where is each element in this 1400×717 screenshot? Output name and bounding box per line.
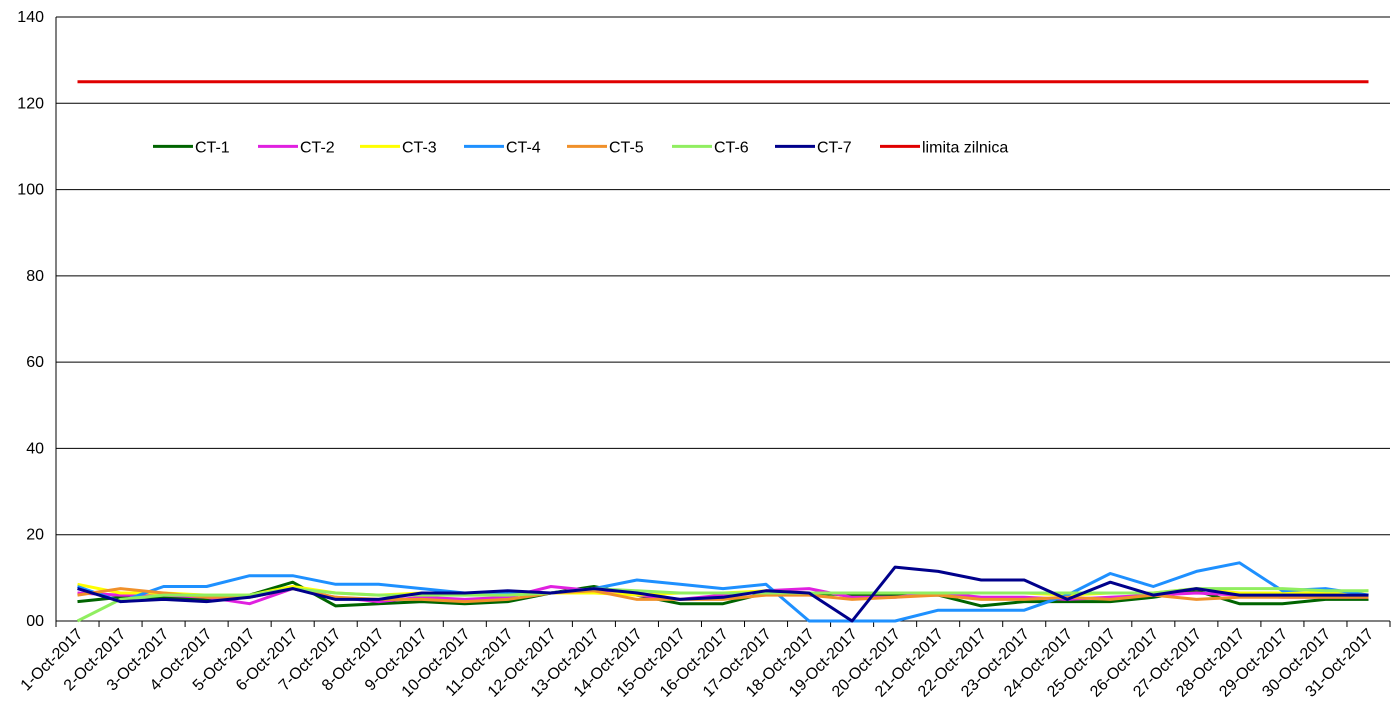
- y-tick-label: 40: [26, 440, 44, 457]
- legend-label: CT-5: [609, 139, 644, 156]
- legend-label: CT-4: [506, 139, 541, 156]
- y-tick-label: 20: [26, 527, 44, 544]
- legend-label: limita zilnica: [922, 139, 1008, 156]
- y-tick-label: 120: [17, 95, 44, 112]
- series-line-ct-7: [77, 565, 1369, 623]
- y-tick-label: 60: [26, 354, 44, 371]
- series-line-ct-4: [77, 561, 1369, 623]
- y-tick-label: 140: [17, 9, 44, 26]
- y-tick-label: 00: [26, 613, 44, 630]
- legend-label: CT-3: [402, 139, 437, 156]
- y-tick-label: 80: [26, 268, 44, 285]
- y-tick-label: 100: [17, 182, 44, 199]
- series-line-ct-1: [77, 580, 1369, 608]
- legend-label: CT-1: [195, 139, 230, 156]
- legend-label: CT-6: [714, 139, 749, 156]
- legend-label: CT-2: [300, 139, 335, 156]
- legend-label: CT-7: [817, 139, 852, 156]
- legend: CT-1 CT-2 CT-3 CT-4 CT-5 CT-6 CT-7 limita zilni…: [153, 139, 1008, 156]
- gridlines: [56, 16, 1390, 536]
- series-lines: [76, 80, 1369, 623]
